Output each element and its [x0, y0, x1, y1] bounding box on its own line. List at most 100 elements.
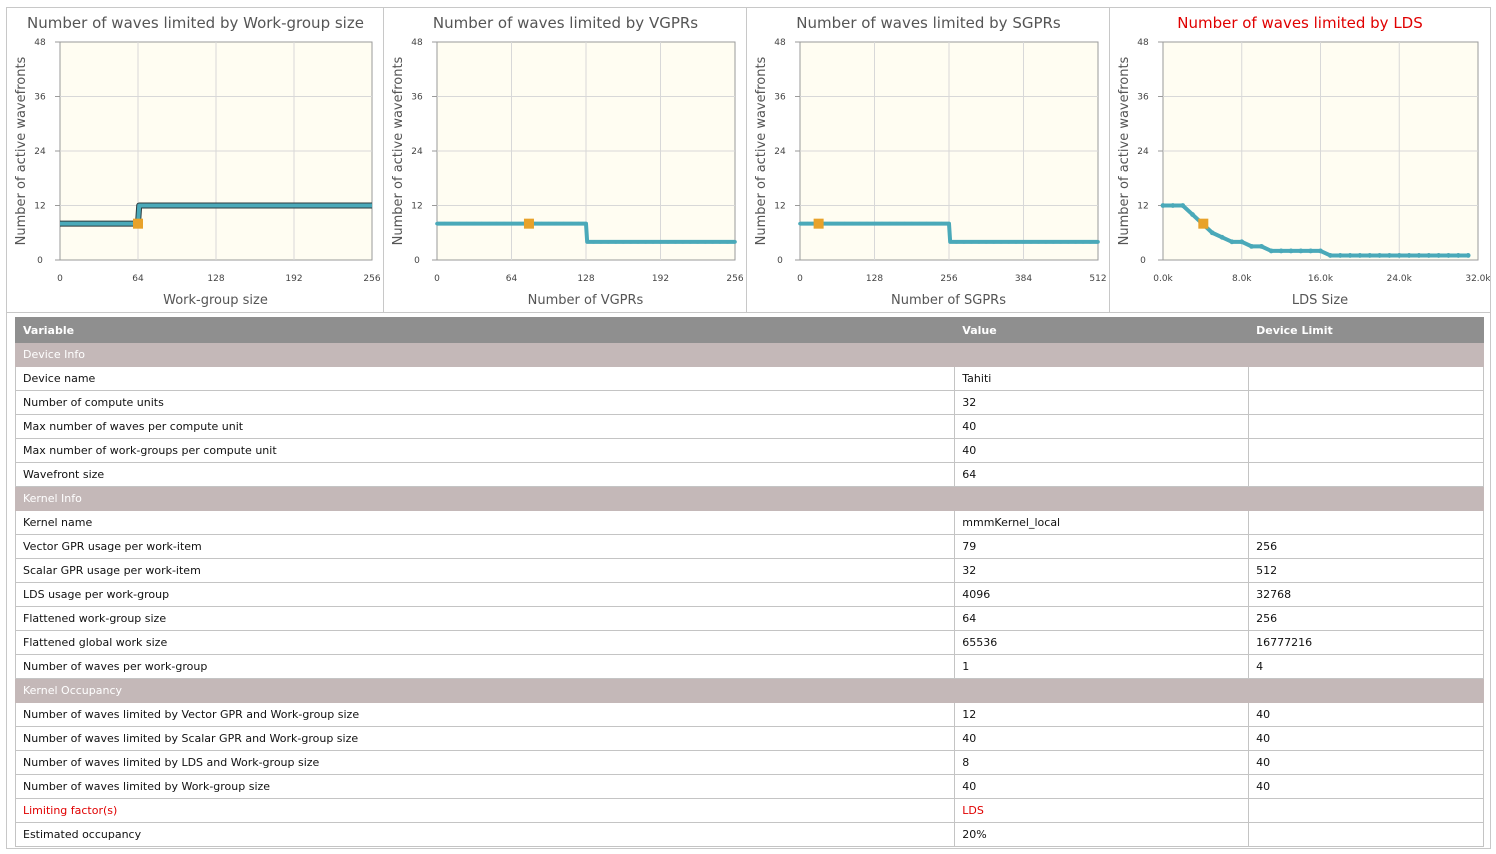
series-point — [1051, 240, 1056, 244]
x-tick-label: 16.0k — [1308, 274, 1334, 284]
x-tick-label: 192 — [652, 274, 669, 284]
x-tick-label: 256 — [363, 274, 380, 284]
series-point — [539, 221, 544, 226]
chart-title: Number of waves limited by SGPRs — [796, 14, 1061, 32]
series-point — [606, 240, 611, 244]
table-row: Number of compute units 32 — [14, 390, 1484, 415]
table-section-row: Kernel Info — [15, 486, 1484, 511]
table-row: Estimated occupancy 20% — [14, 822, 1484, 847]
series-point — [1066, 240, 1070, 244]
series-point — [695, 240, 700, 244]
series-point — [643, 240, 648, 244]
series-point — [710, 240, 715, 244]
series-point — [895, 221, 899, 226]
series-point — [932, 221, 936, 226]
cell-device-limit — [1248, 438, 1484, 463]
cell-value: 40 — [954, 774, 1250, 799]
series-point — [1190, 212, 1195, 217]
series-point — [584, 221, 588, 226]
series-point — [569, 221, 573, 226]
series-point — [1278, 248, 1284, 254]
table-row: Number of waves limited by Vector GPR an… — [14, 702, 1484, 727]
cell-variable: Number of waves per work-group — [14, 654, 956, 679]
chart-panel-vgprs: Number of waves limited by VGPRs 0 64 128 19… — [384, 8, 747, 312]
cell-device-limit — [1248, 462, 1484, 487]
series-point — [865, 221, 869, 226]
y-tick-label: 36 — [34, 93, 46, 103]
series-point — [658, 240, 663, 244]
series-point — [999, 240, 1003, 244]
series-point — [479, 221, 484, 226]
y-tick-label: 12 — [1137, 202, 1148, 212]
cell-value: 20% — [954, 822, 1250, 847]
series-point — [1081, 240, 1085, 244]
table-row: Number of waves limited by LDS and Work-… — [14, 750, 1484, 775]
cell-value: Tahiti — [954, 366, 1250, 391]
y-axis-label: Number of active wavefronts — [754, 56, 769, 245]
series-point — [651, 240, 655, 244]
series-point — [450, 221, 454, 226]
cell-value: 8 — [954, 750, 1250, 775]
cell-device-limit: 16777216 — [1248, 630, 1484, 655]
series-point — [681, 240, 685, 244]
series-point — [621, 240, 626, 244]
series-point — [1239, 239, 1245, 245]
series-point — [984, 240, 989, 244]
chart-panel-work-group: Number of waves limited by Work-group si… — [7, 8, 384, 312]
series-point — [872, 221, 877, 226]
table-row: Limiting factor(s) LDS — [14, 798, 1484, 823]
table-row: Max number of waves per compute unit 40 — [14, 414, 1484, 439]
occupancy-table-container: Variable Value Device Limit Device Info D… — [6, 313, 1491, 849]
x-tick-label: 0 — [57, 274, 63, 284]
y-tick-label: 24 — [34, 147, 46, 157]
x-tick-label: 512 — [1089, 274, 1106, 284]
cell-value: 32 — [954, 390, 1250, 415]
cell-value: 32 — [954, 558, 1250, 583]
y-tick-label: 36 — [774, 93, 786, 103]
series-point — [1347, 253, 1353, 258]
cell-variable: Number of waves limited by Work-group si… — [14, 774, 956, 799]
series-point — [1318, 248, 1323, 254]
cell-value: 40 — [954, 414, 1250, 439]
section-title: Kernel Occupancy — [15, 678, 1484, 703]
series-point — [1006, 240, 1011, 244]
series-point — [909, 221, 914, 226]
table-section-row: Device Info — [15, 342, 1484, 367]
series-point — [1455, 253, 1461, 258]
series-point — [1036, 240, 1041, 244]
series-point — [1337, 253, 1343, 258]
y-tick-label: 24 — [1137, 147, 1149, 157]
series-point — [857, 221, 862, 226]
current-value-marker — [523, 218, 534, 229]
series-point — [1259, 243, 1264, 249]
x-axis-label: Number of SGPRs — [891, 293, 1006, 308]
cell-device-limit: 40 — [1248, 774, 1484, 799]
series-point — [991, 240, 996, 244]
cell-variable: Number of compute units — [14, 390, 956, 415]
series-point — [465, 221, 469, 226]
cell-variable: Flattened work-group size — [14, 606, 956, 631]
series-point — [703, 240, 707, 244]
series-point — [1436, 253, 1442, 258]
series-point — [1209, 230, 1215, 236]
y-tick-label: 0 — [414, 256, 420, 266]
x-tick-label: 192 — [285, 274, 302, 284]
cell-variable: Flattened global work size — [14, 630, 956, 655]
series-point — [798, 221, 802, 226]
x-tick-label: 64 — [132, 274, 144, 284]
series-point — [666, 240, 670, 244]
section-title: Device Info — [15, 342, 1484, 367]
series-point — [494, 221, 499, 226]
cell-device-limit — [1248, 510, 1484, 535]
cell-variable: Estimated occupancy — [14, 822, 956, 847]
cell-value: 40 — [954, 726, 1250, 751]
series-point — [1446, 253, 1451, 258]
series-point — [1249, 243, 1254, 249]
cell-device-limit — [1248, 414, 1484, 439]
series-point — [1229, 239, 1235, 245]
series-point — [902, 221, 907, 226]
y-tick-label: 48 — [774, 38, 786, 48]
x-tick-label: 0.0k — [1153, 274, 1173, 284]
table-row: Device name Tahiti — [14, 366, 1484, 391]
series-point — [1058, 240, 1063, 244]
